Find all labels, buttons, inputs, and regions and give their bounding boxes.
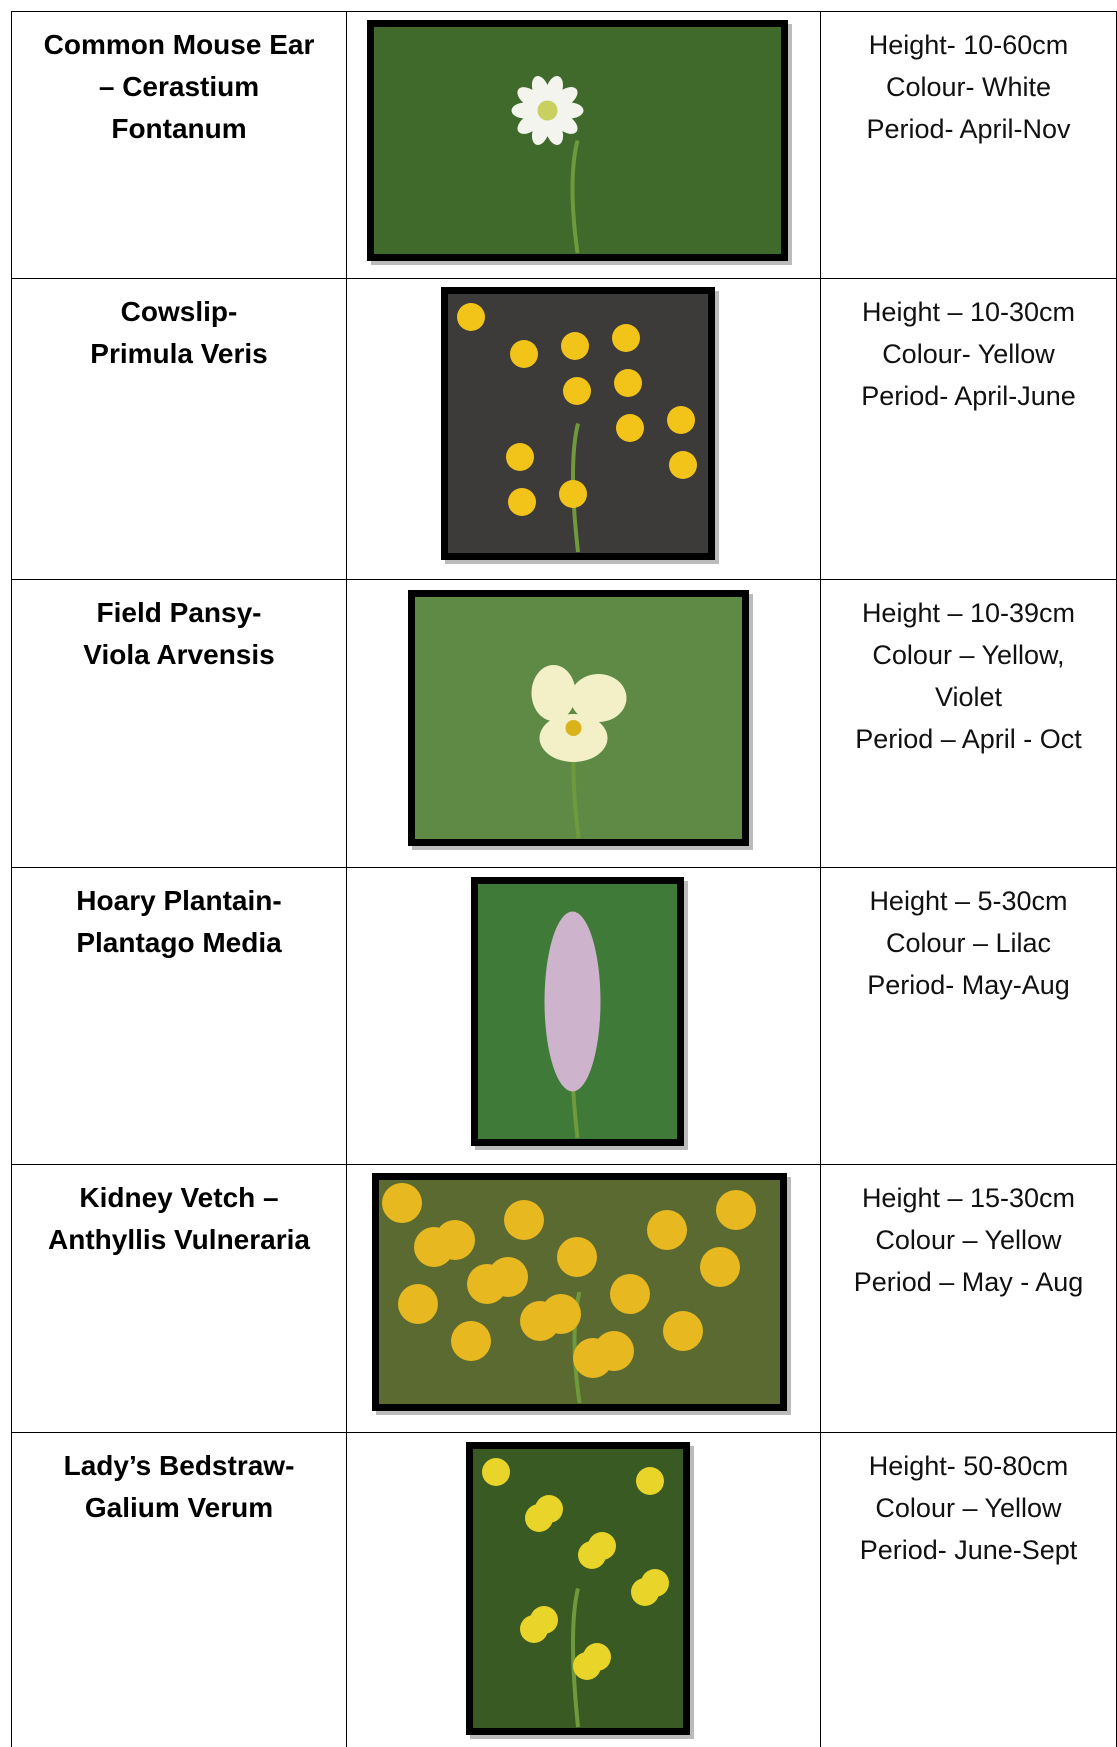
plant-detail: Height- 50-80cm: [868, 1451, 1069, 1481]
details-cell: Height- 10-60cm Colour- White Period- Apri…: [820, 11, 1117, 279]
plant-photo: [367, 20, 792, 265]
plant-detail: Period- April-Nov: [866, 114, 1071, 144]
plant-detail: Height – 10-30cm: [861, 297, 1076, 327]
plant-name: Viola Arvensis: [83, 639, 275, 670]
plant-name: – Cerastium: [98, 71, 260, 102]
plant-detail: Period- June-Sept: [859, 1535, 1078, 1565]
plant-name: Anthyllis Vulneraria: [48, 1224, 310, 1255]
details-cell: Height – 10-39cm Colour – Yellow, Violet Pe…: [820, 579, 1117, 868]
details-cell: Height – 5-30cm Colour – Lilac Period- May…: [820, 867, 1117, 1165]
details-cell: Height – 10-30cm Colour- Yellow Period- Ap…: [820, 278, 1117, 580]
name-cell: Kidney Vetch – Anthyllis Vulneraria: [11, 1164, 347, 1433]
plant-detail: Colour- Yellow: [882, 339, 1055, 369]
plant-detail: Height – 15-30cm: [861, 1183, 1076, 1213]
plant-detail: Colour – Yellow: [875, 1493, 1062, 1523]
plant-name: Plantago Media: [76, 927, 282, 958]
plant-detail: Colour – Yellow: [875, 1225, 1062, 1255]
details-cell: Height – 15-30cm Colour – Yellow Period – …: [820, 1164, 1117, 1433]
plant-detail: Height – 5-30cm: [869, 886, 1068, 916]
name-cell: Hoary Plantain- Plantago Media: [11, 867, 347, 1165]
name-cell: Common Mouse Ear – Cerastium Fontanum: [11, 11, 347, 279]
plant-detail: Period – May - Aug: [853, 1267, 1084, 1297]
plant-name: Field Pansy-: [96, 597, 262, 628]
plant-detail: Period- April-June: [861, 381, 1076, 411]
plant-detail: Period- May-Aug: [867, 970, 1070, 1000]
plant-photo: [471, 877, 688, 1150]
plant-detail: Period – April - Oct: [855, 724, 1082, 754]
name-cell: Cowslip- Primula Veris: [11, 278, 347, 580]
plant-detail: Colour – Yellow,: [872, 640, 1065, 670]
plant-name: Common Mouse Ear: [43, 29, 315, 60]
plant-detail: Height – 10-39cm: [861, 598, 1076, 628]
name-cell: Lady’s Bedstraw- Galium Verum: [11, 1432, 347, 1747]
plant-photo: [441, 287, 719, 564]
plant-name: Galium Verum: [84, 1492, 274, 1523]
plant-photo: [466, 1442, 694, 1739]
plant-detail: Colour- White: [885, 72, 1052, 102]
plant-detail: Colour – Lilac: [885, 928, 1052, 958]
plant-detail: Violet: [934, 682, 1003, 712]
plant-detail: Height- 10-60cm: [868, 30, 1069, 60]
plant-name: Primula Veris: [90, 338, 268, 369]
plant-name: Cowslip-: [120, 296, 238, 327]
plant-name: Hoary Plantain-: [76, 885, 282, 916]
name-cell: Field Pansy- Viola Arvensis: [11, 579, 347, 868]
plant-name: Kidney Vetch –: [79, 1182, 279, 1213]
plant-photo: [372, 1173, 791, 1415]
plant-name: Fontanum: [111, 113, 247, 144]
details-cell: Height- 50-80cm Colour – Yellow Period- Ju…: [820, 1432, 1117, 1747]
plant-name: Lady’s Bedstraw-: [63, 1450, 295, 1481]
plant-photo: [408, 590, 753, 850]
